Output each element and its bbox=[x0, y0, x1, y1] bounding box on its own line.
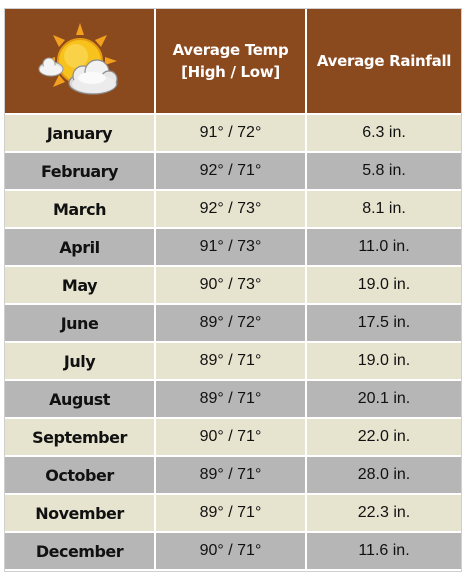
table-row: April 91° / 73° 11.0 in. bbox=[5, 228, 461, 267]
rain-cell: 28.0 in. bbox=[306, 456, 461, 495]
table-row: March 92° / 73° 8.1 in. bbox=[5, 190, 461, 229]
temp-cell: 90° / 73° bbox=[155, 266, 307, 305]
month-cell: December bbox=[5, 532, 156, 571]
table-row: December 90° / 71° 11.6 in. bbox=[5, 532, 461, 571]
table-row: September 90° / 71° 22.0 in. bbox=[5, 418, 461, 457]
temp-cell: 90° / 71° bbox=[155, 532, 307, 571]
table-row: October 89° / 71° 28.0 in. bbox=[5, 456, 461, 495]
temp-cell: 91° / 72° bbox=[155, 114, 307, 153]
temp-cell: 92° / 73° bbox=[155, 190, 307, 229]
rain-cell: 22.3 in. bbox=[306, 494, 461, 533]
table-row: May 90° / 73° 19.0 in. bbox=[5, 266, 461, 305]
month-cell: April bbox=[5, 228, 156, 267]
month-cell: January bbox=[5, 114, 156, 153]
rain-cell: 17.5 in. bbox=[306, 304, 461, 343]
month-cell: July bbox=[5, 342, 156, 381]
rain-cell: 19.0 in. bbox=[306, 342, 461, 381]
table-body: January 91° / 72° 6.3 in. February 92° /… bbox=[5, 114, 461, 571]
temp-cell: 89° / 72° bbox=[155, 304, 307, 343]
sun-behind-clouds-icon bbox=[38, 23, 118, 95]
header-icon-cell bbox=[5, 9, 156, 115]
temp-cell: 89° / 71° bbox=[155, 380, 307, 419]
weather-table-container: Average Temp [High / Low] Average Rainfa… bbox=[4, 8, 462, 572]
header-temp-line2: [High / Low] bbox=[181, 63, 280, 81]
table-row: July 89° / 71° 19.0 in. bbox=[5, 342, 461, 381]
temp-cell: 90° / 71° bbox=[155, 418, 307, 457]
table-row: August 89° / 71° 20.1 in. bbox=[5, 380, 461, 419]
month-cell: May bbox=[5, 266, 156, 305]
header-average-temp: Average Temp [High / Low] bbox=[155, 9, 307, 115]
table-row: November 89° / 71° 22.3 in. bbox=[5, 494, 461, 533]
rain-cell: 8.1 in. bbox=[306, 190, 461, 229]
rain-cell: 11.6 in. bbox=[306, 532, 461, 571]
header-temp-line1: Average Temp bbox=[172, 41, 289, 59]
table-row: June 89° / 72° 17.5 in. bbox=[5, 304, 461, 343]
climate-table: Average Temp [High / Low] Average Rainfa… bbox=[5, 9, 461, 571]
month-cell: March bbox=[5, 190, 156, 229]
rain-cell: 19.0 in. bbox=[306, 266, 461, 305]
table-row: February 92° / 71° 5.8 in. bbox=[5, 152, 461, 191]
table-header-row: Average Temp [High / Low] Average Rainfa… bbox=[5, 9, 461, 115]
temp-cell: 89° / 71° bbox=[155, 494, 307, 533]
temp-cell: 89° / 71° bbox=[155, 456, 307, 495]
header-average-rainfall: Average Rainfall bbox=[306, 9, 461, 115]
month-cell: October bbox=[5, 456, 156, 495]
rain-cell: 22.0 in. bbox=[306, 418, 461, 457]
temp-cell: 92° / 71° bbox=[155, 152, 307, 191]
temp-cell: 91° / 73° bbox=[155, 228, 307, 267]
month-cell: September bbox=[5, 418, 156, 457]
header-rainfall-label: Average Rainfall bbox=[316, 52, 452, 70]
table-row: January 91° / 72° 6.3 in. bbox=[5, 114, 461, 153]
rain-cell: 6.3 in. bbox=[306, 114, 461, 153]
rain-cell: 20.1 in. bbox=[306, 380, 461, 419]
month-cell: June bbox=[5, 304, 156, 343]
rain-cell: 5.8 in. bbox=[306, 152, 461, 191]
month-cell: February bbox=[5, 152, 156, 191]
month-cell: August bbox=[5, 380, 156, 419]
month-cell: November bbox=[5, 494, 156, 533]
rain-cell: 11.0 in. bbox=[306, 228, 461, 267]
temp-cell: 89° / 71° bbox=[155, 342, 307, 381]
